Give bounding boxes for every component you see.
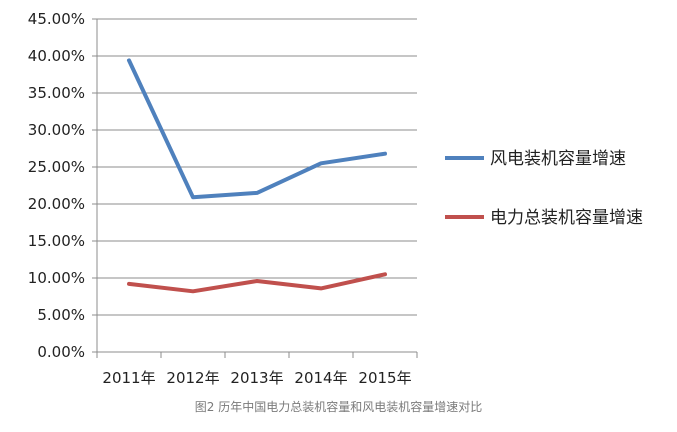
series-line-2	[127, 272, 387, 294]
x-tick-label: 2013年	[230, 369, 283, 387]
figure-caption: 图2 历年中国电力总装机容量和风电装机容量增速对比	[194, 400, 483, 414]
y-tick-label: 15.00%	[28, 232, 85, 250]
axes	[92, 18, 418, 358]
legend-label-1: 风电装机容量增速	[490, 149, 626, 169]
y-tick-labels: 0.00% 5.00% 10.00% 15.00% 20.00% 25.00% 30.00%…	[28, 10, 85, 361]
y-tick-label: 5.00%	[37, 306, 85, 324]
series-lines	[127, 58, 387, 294]
y-tick-label: 10.00%	[28, 269, 85, 287]
x-tick-label: 2015年	[358, 369, 411, 387]
x-tick-label: 2012年	[166, 369, 219, 387]
y-tick-label: 30.00%	[28, 121, 85, 139]
gridlines	[97, 18, 417, 316]
series-line-1	[127, 58, 387, 200]
y-tick-label: 40.00%	[28, 47, 85, 65]
y-tick-label: 45.00%	[28, 10, 85, 28]
legend-label-2: 电力总装机容量增速	[490, 208, 643, 228]
y-tick-label: 25.00%	[28, 158, 85, 176]
x-tick-label: 2014年	[294, 369, 347, 387]
x-tick-label: 2011年	[102, 369, 155, 387]
y-tick-label: 0.00%	[37, 343, 85, 361]
y-tick-label: 35.00%	[28, 84, 85, 102]
x-tick-labels: 2011年 2012年 2013年 2014年 2015年	[102, 369, 411, 387]
y-tick-label: 20.00%	[28, 195, 85, 213]
